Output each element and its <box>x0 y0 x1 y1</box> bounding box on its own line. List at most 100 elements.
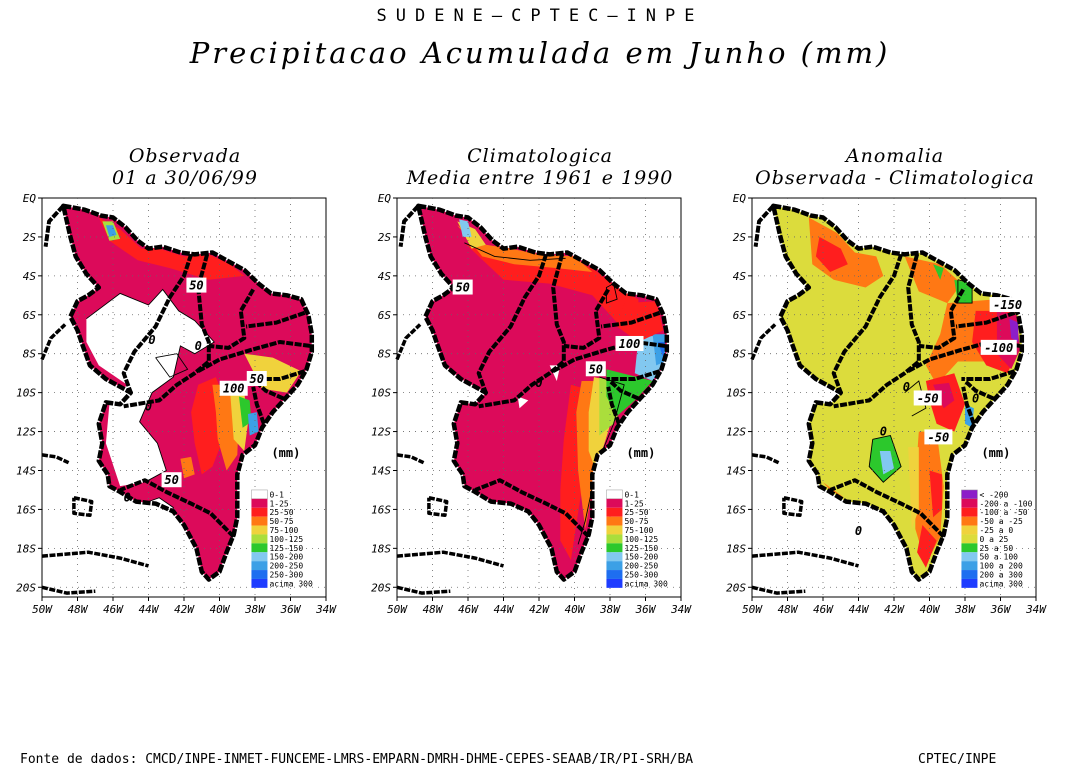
lon-tick-label: 38W <box>954 603 976 616</box>
contour-label-box <box>980 339 1017 355</box>
legend-label: -25 a 0 <box>979 526 1013 535</box>
legend-label: 200 a 300 <box>979 570 1023 579</box>
contour-label: 50 <box>164 473 178 487</box>
lat-tick-label: 10S <box>16 387 36 400</box>
legend-swatch <box>251 489 268 500</box>
legend-label: 75-100 <box>269 526 298 535</box>
contour-label: 50 <box>455 281 469 295</box>
lat-tick-label: 6S <box>23 309 37 322</box>
field-region <box>917 525 937 568</box>
lat-tick-label: 14S <box>726 464 746 477</box>
legend-label: 100 a 200 <box>979 562 1023 571</box>
legend-label: -200 a -100 <box>979 499 1032 508</box>
state-border <box>478 253 566 409</box>
map-panel-anomalia: EQ 2S 4S 6S 8S 10S 12S 14S 16S 18S 20S 50W 48W 46W 44W… <box>726 192 1047 616</box>
legend-label: 100-125 <box>269 535 303 544</box>
map-panel-climatologica: EQ 2S 4S 6S 8S 10S 12S 14S 16S 18S 20S 50W 48W 46W 44W… <box>371 192 692 616</box>
field-region <box>464 242 639 323</box>
legend-label: 250-300 <box>269 570 303 579</box>
lon-tick-label: 46W <box>813 603 834 616</box>
lon-tick-label: 48W <box>68 603 89 616</box>
contour-label-box <box>246 371 267 387</box>
lon-tick-label: 44W <box>849 603 870 616</box>
region-outline <box>61 203 315 582</box>
legend-swatch <box>606 543 623 553</box>
state-border <box>606 386 621 425</box>
lon-tick-label: 50W <box>387 603 408 616</box>
neighbour-border <box>751 585 806 595</box>
panel-title-line1: Climatologica <box>467 145 613 167</box>
legend-swatch <box>961 516 978 526</box>
contour-label-box <box>913 390 942 406</box>
field-region <box>244 353 302 393</box>
legend-swatch <box>251 552 268 562</box>
region-outline <box>771 203 1025 582</box>
state-border <box>600 310 661 329</box>
lat-tick-label: 20S <box>16 581 36 594</box>
contour-label: 50 <box>189 279 203 293</box>
legend-swatch <box>251 525 268 535</box>
legend-swatch <box>961 570 978 579</box>
contour-label: 50 <box>589 362 603 376</box>
legend-swatch <box>961 498 978 508</box>
contour-label-box <box>161 472 182 488</box>
neighbour-border <box>782 495 804 518</box>
legend-swatch <box>606 489 623 500</box>
field-region <box>239 396 252 428</box>
legend-label: 50-75 <box>269 517 293 526</box>
legend-swatch <box>251 570 268 579</box>
lon-tick-label: 44W <box>139 603 160 616</box>
neighbour-border <box>751 550 859 568</box>
contour-label-box <box>585 361 606 377</box>
legend-swatch <box>251 507 268 517</box>
lon-tick-label: 34W <box>1025 603 1047 616</box>
lat-tick-label: 2S <box>733 231 747 244</box>
neighbour-border <box>41 585 96 595</box>
legend-swatch <box>961 561 978 571</box>
legend-label: 25 a 50 <box>979 544 1013 553</box>
contour-label: 0 <box>972 391 979 405</box>
lon-tick-label: 44W <box>494 603 515 616</box>
legend-label: 250-300 <box>624 570 658 579</box>
neighbour-border <box>40 323 67 361</box>
legend-label: 150-200 <box>269 553 303 562</box>
lat-tick-label: 16S <box>16 503 36 516</box>
lat-tick-label: 20S <box>726 581 746 594</box>
field-region <box>86 289 215 487</box>
legend-label: < -200 <box>979 490 1008 499</box>
field-region <box>904 256 962 304</box>
contour-label: -100 <box>984 341 1013 355</box>
region-outline <box>416 203 670 582</box>
gridlines <box>752 198 1036 597</box>
lon-tick-label: 46W <box>458 603 479 616</box>
lon-tick-label: 50W <box>742 603 763 616</box>
legend-swatch <box>606 516 623 526</box>
state-border <box>563 288 610 350</box>
panel-title-line1: Observada <box>128 145 242 167</box>
contour-line <box>464 242 566 261</box>
legend-swatch <box>606 570 623 579</box>
legend-swatch <box>251 534 268 544</box>
legend-swatch <box>251 498 268 508</box>
neighbour-border <box>396 585 451 595</box>
lon-tick-label: 36W <box>990 603 1012 616</box>
neighbour-border <box>41 550 149 568</box>
state-border <box>963 379 995 401</box>
lon-tick-label: 42W <box>529 603 550 616</box>
lat-tick-label: 4S <box>23 270 37 283</box>
lat-tick-label: 18S <box>371 542 391 555</box>
lon-tick-label: 36W <box>635 603 657 616</box>
panel-title-climatologica: Climatologica Media entre 1961 e 1990 <box>375 145 705 189</box>
state-border <box>552 340 666 373</box>
legend-swatch <box>251 561 268 571</box>
lon-tick-label: 40W <box>210 603 231 616</box>
contour-label: -150 <box>993 298 1022 312</box>
state-border <box>197 340 311 373</box>
contour-line <box>155 353 189 378</box>
legend-label: 0-1 <box>624 490 639 499</box>
legend-swatch <box>606 525 623 535</box>
lat-tick-label: 12S <box>16 426 36 439</box>
legend-swatch <box>961 543 978 553</box>
legend-swatch <box>961 489 978 500</box>
contour-label: 0 <box>855 524 862 538</box>
